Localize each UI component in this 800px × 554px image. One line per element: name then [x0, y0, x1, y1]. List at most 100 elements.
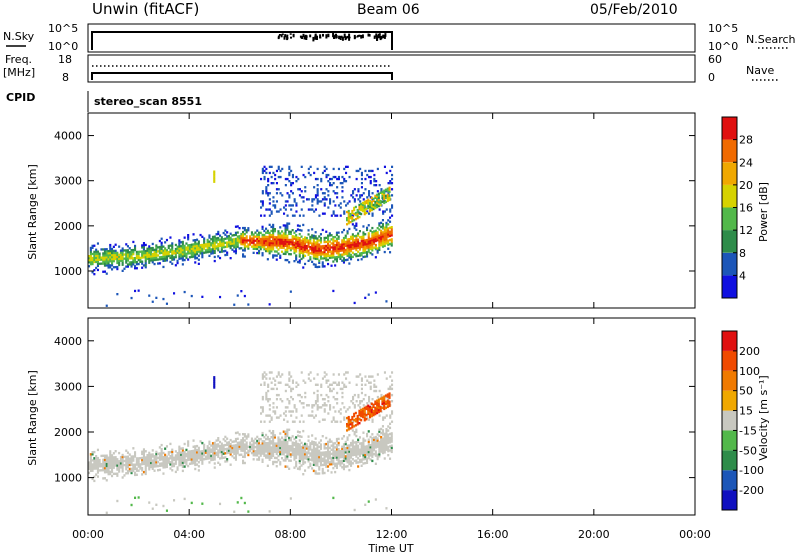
heatmap-cell — [171, 258, 174, 261]
heatmap-cell — [249, 241, 252, 244]
heatmap-cell — [105, 262, 108, 265]
heatmap-cell — [169, 244, 172, 247]
heatmap-cell — [374, 408, 377, 412]
heatmap-cell — [227, 241, 230, 244]
heatmap-cell — [261, 225, 264, 228]
heatmap-cell — [381, 237, 384, 240]
heatmap-cell — [375, 180, 378, 183]
heatmap-cell — [272, 242, 275, 245]
heatmap-cell — [266, 248, 269, 251]
heatmap-cell — [180, 241, 183, 244]
heatmap-cell — [281, 238, 284, 241]
heatmap-cell — [100, 262, 103, 265]
heatmap-cell — [114, 460, 117, 463]
heatmap-cell — [378, 242, 381, 245]
heatmap-cell — [369, 251, 372, 255]
heatmap-cell — [344, 236, 347, 239]
heatmap-cell — [296, 240, 299, 243]
heatmap-cell — [370, 206, 373, 210]
heatmap-cell — [153, 457, 156, 460]
heatmap-cell — [197, 248, 200, 251]
heatmap-cell — [325, 465, 328, 468]
heatmap-cell — [348, 406, 351, 409]
heatmap-cell — [356, 215, 359, 218]
heatmap-cell — [318, 457, 321, 461]
heatmap-cell — [355, 234, 358, 237]
heatmap-cell — [291, 449, 294, 452]
heatmap-cell — [142, 254, 145, 257]
heatmap-cell — [378, 246, 381, 249]
heatmap-cell — [360, 452, 363, 455]
heatmap-cell — [270, 248, 273, 251]
heatmap-cell — [258, 448, 261, 451]
heatmap-cell — [176, 247, 179, 250]
heatmap-cell — [284, 200, 287, 203]
heatmap-cell — [374, 454, 377, 457]
heatmap-cell — [98, 458, 101, 462]
heatmap-cell — [219, 463, 222, 466]
heatmap-cell — [327, 457, 330, 460]
heatmap-cell — [337, 175, 340, 179]
heatmap-cell — [114, 462, 117, 465]
heatmap-cell — [318, 451, 321, 455]
heatmap-cell — [298, 249, 301, 252]
heatmap-cell — [229, 242, 232, 246]
heatmap-cell — [245, 435, 248, 438]
heatmap-cell — [323, 443, 326, 446]
heatmap-cell — [348, 454, 351, 457]
heatmap-cell — [201, 247, 204, 251]
heatmap-cell — [268, 235, 271, 239]
heatmap-cell — [384, 194, 387, 197]
heatmap-cell — [385, 171, 388, 175]
heatmap-cell — [370, 196, 373, 199]
heatmap-cell — [273, 456, 276, 460]
heatmap-cell — [346, 416, 349, 420]
heatmap-cell — [361, 415, 364, 419]
heatmap-cell — [279, 414, 282, 417]
heatmap-cell — [132, 259, 135, 262]
heatmap-cell — [89, 263, 92, 266]
heatmap-cell — [233, 244, 236, 247]
heatmap-cell — [349, 214, 352, 218]
heatmap-cell — [286, 440, 289, 444]
heatmap-cell — [111, 249, 114, 253]
heatmap-cell — [334, 258, 337, 261]
heatmap-cell — [347, 426, 350, 429]
heatmap-cell — [298, 253, 301, 256]
heatmap-cell — [119, 455, 122, 459]
heatmap-cell — [341, 437, 344, 440]
heatmap-cell — [291, 447, 294, 450]
heatmap-cell — [275, 244, 278, 247]
heatmap-cell — [247, 445, 250, 448]
heatmap-cell — [171, 242, 174, 245]
heatmap-cell — [358, 236, 361, 239]
heatmap-cell — [121, 468, 124, 471]
heatmap-cell — [298, 228, 301, 232]
heatmap-cell — [365, 407, 368, 411]
heatmap-cell — [321, 245, 324, 248]
heatmap-cell — [329, 389, 332, 393]
heatmap-cell — [354, 411, 357, 415]
heatmap-cell — [171, 246, 174, 249]
heatmap-cell — [352, 190, 355, 193]
heatmap-cell — [282, 430, 285, 433]
heatmap-cell — [88, 465, 91, 468]
heatmap-cell — [196, 463, 199, 466]
heatmap-cell — [238, 239, 241, 242]
heatmap-cell — [383, 250, 386, 254]
heatmap-cell — [360, 408, 363, 412]
heatmap-cell — [371, 455, 374, 458]
heatmap-cell — [367, 232, 370, 235]
heatmap-cell — [155, 456, 158, 460]
heatmap-cell — [188, 248, 191, 251]
heatmap-cell — [183, 451, 186, 454]
heatmap-cell — [332, 238, 335, 241]
heatmap-cell — [319, 455, 322, 459]
heatmap-cell — [350, 444, 353, 447]
colorbar-segment — [722, 252, 737, 276]
heatmap-cell — [165, 253, 168, 256]
heatmap-cell — [213, 386, 216, 389]
heatmap-cell — [119, 460, 122, 463]
heatmap-cell — [373, 383, 376, 386]
heatmap-cell — [323, 198, 326, 201]
